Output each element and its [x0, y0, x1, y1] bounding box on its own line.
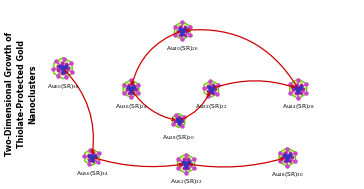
- FancyArrowPatch shape: [95, 158, 182, 167]
- FancyArrowPatch shape: [189, 158, 283, 167]
- FancyArrowPatch shape: [186, 29, 297, 86]
- FancyArrowPatch shape: [132, 91, 175, 121]
- Text: Au$_{52}$(SR)$_{32}$: Au$_{52}$(SR)$_{32}$: [170, 177, 202, 186]
- Text: Au$_{28}$(SR)$_{20}$: Au$_{28}$(SR)$_{20}$: [162, 133, 195, 142]
- Text: Au$_{44}$(SR)$_{28}$: Au$_{44}$(SR)$_{28}$: [282, 102, 314, 111]
- FancyArrowPatch shape: [181, 93, 210, 120]
- Text: Au$_{56}$(SR)$_{34}$: Au$_{56}$(SR)$_{34}$: [76, 169, 108, 178]
- FancyArrowPatch shape: [131, 32, 180, 85]
- Text: Au$_{36}$(SR)$_{24}$: Au$_{36}$(SR)$_{24}$: [115, 102, 147, 111]
- FancyArrowPatch shape: [214, 81, 294, 88]
- Text: Two-Dimensional Growth of
Thiolate-Protected Gold
Nanoclusters: Two-Dimensional Growth of Thiolate-Prote…: [5, 32, 38, 156]
- Text: Au$_{32}$(SR)$_{22}$: Au$_{32}$(SR)$_{22}$: [195, 102, 228, 111]
- Text: Au$_{48}$(SR)$_{30}$: Au$_{48}$(SR)$_{30}$: [271, 170, 304, 179]
- Text: Au$_{40}$(SR)$_{26}$: Au$_{40}$(SR)$_{26}$: [166, 44, 199, 53]
- Text: Au$_{60}$(SR)$_{36}$: Au$_{60}$(SR)$_{36}$: [47, 82, 79, 91]
- FancyArrowPatch shape: [65, 70, 94, 153]
